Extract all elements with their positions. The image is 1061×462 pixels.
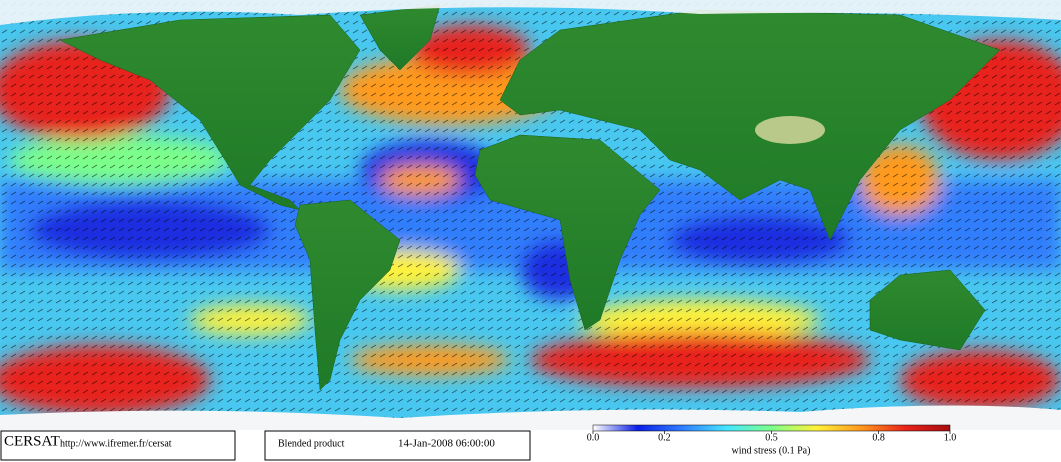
tick-label: 0.2 xyxy=(658,432,671,443)
ice xyxy=(0,0,1061,430)
tick-label: 0.8 xyxy=(872,432,885,443)
colorbar-ticks: 0.0 0.2 0.5 0.8 1.0 xyxy=(587,431,957,443)
timestamp: 14-Jan-2008 06:00:00 xyxy=(398,438,495,450)
tick-label: 0.5 xyxy=(765,432,778,443)
colorbar xyxy=(592,424,951,432)
south-america xyxy=(294,199,401,391)
north-america xyxy=(59,14,361,211)
url: http://www.ifremer.fr/cersat xyxy=(60,438,172,449)
land xyxy=(59,4,1001,391)
footer: CERSAT http://www.ifremer.fr/cersat Blen… xyxy=(0,424,1061,462)
logo: CERSAT xyxy=(4,433,60,449)
australia xyxy=(869,269,986,351)
product: Blended product xyxy=(278,438,345,449)
tick-label: 1.0 xyxy=(944,432,957,443)
africa xyxy=(474,134,661,331)
tick-label: 0.0 xyxy=(587,432,600,443)
tibet xyxy=(755,116,825,144)
colorbar-title: wind stress (0.1 Pa) xyxy=(732,445,811,456)
